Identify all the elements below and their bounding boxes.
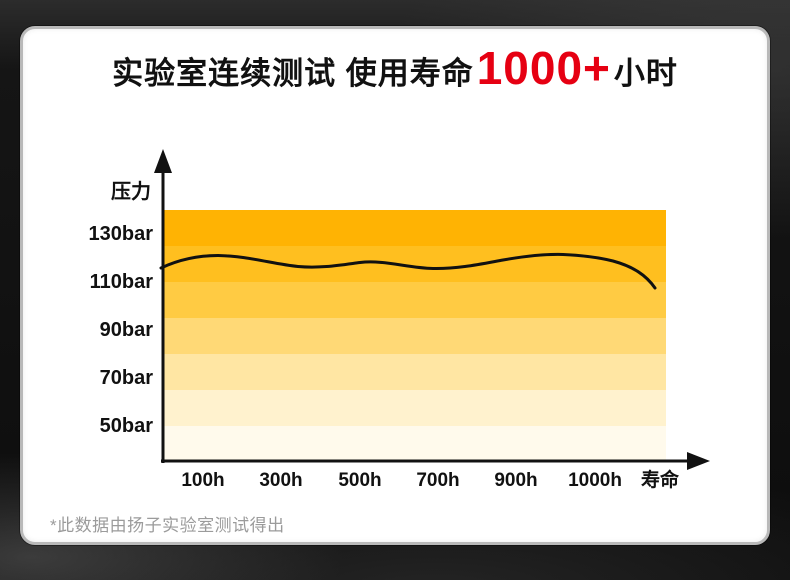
y-tick-50bar: 50bar: [99, 415, 153, 437]
gradient-band: [163, 426, 666, 462]
gradient-band: [163, 210, 666, 246]
gradient-band: [163, 318, 666, 354]
x-axis-end-label: 寿命: [640, 470, 679, 491]
page-title: 实验室连续测试 使用寿命 1000+ 小时: [23, 45, 767, 93]
title-suffix: 小时: [613, 56, 678, 91]
x-tick-900h: 900h: [494, 470, 538, 491]
footnote: *此数据由扬子实验室测试得出: [50, 516, 285, 535]
y-tick-70bar: 70bar: [99, 367, 153, 389]
title-highlight: 1000+: [476, 42, 611, 94]
x-axis-arrow-icon: [687, 452, 710, 470]
gradient-band: [163, 246, 666, 282]
gradient-band: [163, 282, 666, 318]
gradient-band: [163, 390, 666, 426]
y-axis-arrow-icon: [154, 149, 172, 173]
x-tick-300h: 300h: [259, 470, 303, 491]
y-tick-110bar: 110bar: [89, 271, 153, 293]
y-axis-label: 压力: [111, 181, 151, 203]
x-tick-1000h: 1000h: [568, 470, 622, 491]
y-tick-130bar: 130bar: [88, 223, 154, 245]
gradient-band: [163, 354, 666, 390]
y-tick-90bar: 90bar: [99, 319, 153, 341]
content-card: 实验室连续测试 使用寿命 1000+ 小时 压力 130bar 110bar 9…: [20, 26, 770, 545]
x-tick-500h: 500h: [338, 470, 382, 491]
chart-gradient-bands: [163, 210, 666, 462]
title-text: 实验室连续测试 使用寿命: [112, 56, 474, 91]
x-tick-700h: 700h: [416, 470, 460, 491]
x-tick-100h: 100h: [181, 470, 225, 491]
